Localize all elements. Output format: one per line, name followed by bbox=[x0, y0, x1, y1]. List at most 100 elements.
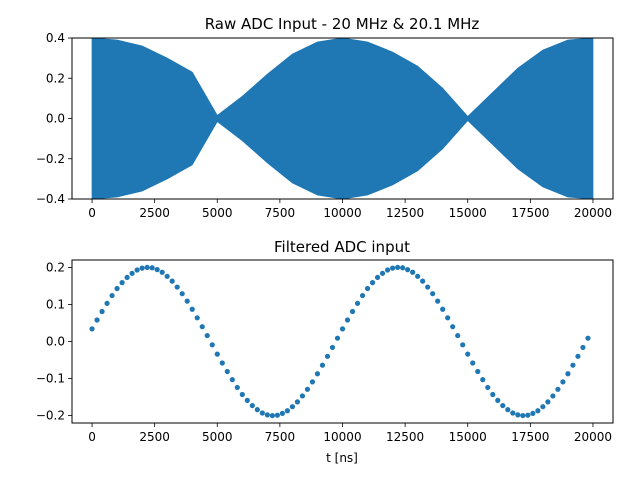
y-tick-label: 0.1 bbox=[46, 297, 65, 311]
filtered-adc-point bbox=[505, 407, 511, 413]
filtered-adc-point bbox=[455, 332, 461, 339]
filtered-adc-x-axis: 0 2500 5000 7500 10000 12500 15000 17500 20000 bbox=[88, 423, 612, 444]
filtered-adc-point bbox=[475, 368, 481, 375]
filtered-adc-point bbox=[575, 353, 581, 359]
x-tick-label: 10000 bbox=[323, 430, 361, 444]
x-tick-label: 0 bbox=[88, 206, 96, 220]
filtered-adc-y-axis: −0.2 −0.1 0.0 0.1 0.2 bbox=[36, 260, 72, 423]
filtered-adc-point bbox=[550, 393, 556, 399]
filtered-adc-point bbox=[199, 324, 205, 330]
filtered-adc-point bbox=[119, 280, 125, 286]
filtered-adc-point bbox=[209, 342, 215, 348]
filtered-adc-point bbox=[159, 269, 165, 275]
filtered-adc-point bbox=[440, 306, 446, 312]
x-tick-label: 5000 bbox=[202, 206, 233, 220]
filtered-adc-point bbox=[134, 267, 140, 273]
filtered-adc-point bbox=[480, 377, 486, 383]
filtered-adc-point bbox=[450, 324, 456, 330]
filtered-adc-point bbox=[490, 391, 496, 398]
filtered-adc-point bbox=[500, 402, 506, 409]
filtered-adc-point bbox=[570, 362, 576, 368]
filtered-adc-point bbox=[109, 292, 115, 299]
filtered-adc-point bbox=[379, 270, 386, 276]
filtered-adc-axes-frame bbox=[71, 259, 614, 424]
filtered-adc-point bbox=[154, 267, 160, 273]
x-tick-label: 15000 bbox=[449, 206, 487, 220]
filtered-adc-plot-area bbox=[89, 264, 591, 419]
filtered-adc-point bbox=[244, 397, 250, 403]
filtered-adc-point bbox=[179, 291, 185, 297]
filtered-adc-point bbox=[364, 285, 371, 292]
filtered-adc-point bbox=[415, 273, 421, 279]
x-tick-label: 7500 bbox=[265, 430, 296, 444]
filtered-adc-xlabel: t [ns] bbox=[326, 451, 358, 465]
filtered-adc-point bbox=[99, 308, 105, 315]
filtered-adc-point bbox=[334, 335, 341, 341]
filtered-adc-point bbox=[299, 393, 306, 399]
filtered-adc-point bbox=[410, 269, 416, 275]
filtered-adc-point bbox=[329, 344, 336, 351]
filtered-adc-point bbox=[269, 412, 275, 419]
x-tick-label: 17500 bbox=[511, 206, 549, 220]
filtered-adc-point bbox=[395, 264, 401, 271]
filtered-adc-point bbox=[314, 371, 321, 377]
filtered-adc-point bbox=[124, 274, 130, 281]
filtered-adc-point bbox=[445, 315, 451, 321]
filtered-adc-point bbox=[184, 298, 190, 304]
filtered-adc-point bbox=[359, 292, 366, 299]
filtered-adc-point bbox=[194, 315, 200, 321]
filtered-adc-point bbox=[219, 360, 225, 366]
x-tick-label: 2500 bbox=[139, 206, 170, 220]
y-tick-label: 0.0 bbox=[46, 112, 65, 126]
filtered-adc-point bbox=[430, 291, 436, 297]
filtered-adc-point bbox=[535, 408, 541, 414]
raw-adc-title: Raw ADC Input - 20 MHz & 20.1 MHz bbox=[205, 15, 480, 33]
filtered-adc-point bbox=[254, 407, 260, 413]
filtered-adc-point bbox=[104, 300, 110, 306]
filtered-adc-point bbox=[149, 265, 155, 271]
x-tick-label: 10000 bbox=[323, 206, 361, 220]
filtered-adc-point bbox=[545, 399, 551, 405]
filtered-adc-point bbox=[525, 412, 531, 418]
filtered-adc-point bbox=[169, 278, 175, 284]
filtered-adc-point bbox=[339, 326, 346, 332]
y-tick-label: −0.2 bbox=[36, 152, 65, 166]
filtered-adc-point bbox=[400, 265, 406, 271]
filtered-adc-point bbox=[515, 412, 521, 418]
filtered-adc-point bbox=[580, 344, 586, 351]
y-tick-label: −0.1 bbox=[36, 372, 65, 386]
filtered-adc-point bbox=[144, 264, 150, 271]
filtered-adc-point bbox=[229, 377, 235, 383]
filtered-adc-point bbox=[374, 274, 381, 281]
filtered-adc-point bbox=[435, 298, 441, 304]
raw-adc-chart: Raw ADC Input - 20 MHz & 20.1 MHz 0 2500 5… bbox=[36, 15, 614, 220]
x-tick-label: 0 bbox=[88, 430, 96, 444]
filtered-adc-point bbox=[560, 379, 566, 385]
x-tick-label: 5000 bbox=[202, 430, 233, 444]
filtered-adc-point bbox=[89, 326, 95, 332]
y-tick-label: −0.2 bbox=[36, 409, 65, 423]
filtered-adc-point bbox=[460, 342, 466, 348]
raw-adc-y-axis: −0.4 −0.2 0.0 0.2 0.4 bbox=[36, 31, 72, 206]
y-tick-label: 0.0 bbox=[46, 335, 65, 349]
filtered-adc-point bbox=[249, 402, 255, 409]
filtered-adc-point bbox=[354, 300, 361, 306]
x-tick-label: 12500 bbox=[386, 206, 424, 220]
x-tick-label: 12500 bbox=[386, 430, 424, 444]
filtered-adc-point bbox=[164, 273, 170, 279]
x-tick-label: 20000 bbox=[574, 430, 612, 444]
y-tick-label: 0.2 bbox=[46, 71, 65, 85]
x-tick-label: 15000 bbox=[449, 430, 487, 444]
y-tick-label: −0.4 bbox=[36, 192, 65, 206]
filtered-adc-point bbox=[294, 399, 301, 405]
filtered-adc-point bbox=[520, 412, 526, 419]
filtered-adc-point bbox=[239, 391, 245, 398]
filtered-adc-point bbox=[259, 410, 265, 416]
filtered-adc-point bbox=[224, 368, 230, 375]
filtered-adc-point bbox=[585, 335, 591, 341]
filtered-adc-point bbox=[324, 353, 331, 359]
filtered-adc-point bbox=[139, 265, 145, 271]
filtered-adc-chart: Filtered ADC input 0 2500 5000 7500 10000 125… bbox=[36, 238, 614, 465]
filtered-adc-point bbox=[384, 267, 391, 273]
